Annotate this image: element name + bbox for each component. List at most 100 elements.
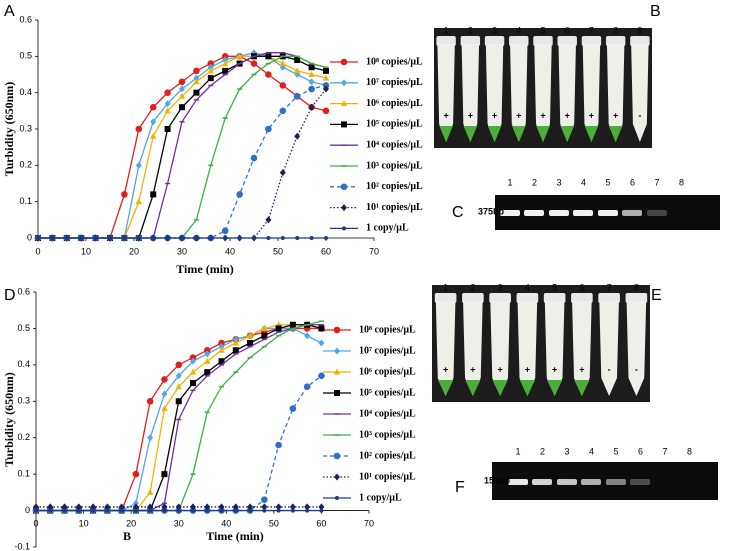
- marker: [148, 508, 153, 513]
- x-axis-label: Time (min): [206, 529, 263, 543]
- legend-marker: [340, 58, 348, 66]
- marker: [279, 60, 286, 67]
- marker: [149, 103, 157, 111]
- legend-label: 10⁶ copies/μL: [366, 98, 423, 109]
- tube-tip: [608, 126, 623, 142]
- marker: [308, 71, 315, 77]
- x-tick-label: 0: [35, 246, 40, 256]
- panel-label: C: [452, 204, 464, 221]
- tube: [510, 44, 528, 142]
- marker: [323, 67, 329, 74]
- tube: [544, 301, 565, 396]
- legend-marker: [333, 452, 341, 460]
- legend-marker: [335, 496, 339, 500]
- marker: [218, 346, 225, 353]
- lane-number: 6: [565, 25, 570, 35]
- lane-number: 7: [654, 177, 659, 187]
- lane-number: 3: [564, 446, 569, 456]
- marker: [261, 496, 268, 503]
- marker: [164, 100, 171, 108]
- x-tick-label: 40: [221, 518, 231, 528]
- marker: [222, 56, 229, 64]
- tube: [599, 301, 619, 396]
- x-tick-label: 50: [273, 246, 283, 256]
- marker: [318, 339, 325, 347]
- tube: [490, 301, 510, 396]
- tube-sign: +: [579, 364, 584, 374]
- tube: [463, 301, 483, 396]
- x-tick-label: 10: [81, 246, 91, 256]
- y-tick-label: 0.3: [17, 396, 30, 406]
- marker: [189, 354, 197, 361]
- marker: [204, 350, 211, 358]
- gel: [492, 462, 718, 500]
- legend-label: 10¹ copies/μL: [359, 471, 416, 482]
- marker: [204, 503, 211, 511]
- legend-marker: [342, 226, 346, 231]
- legend-label: 10² copies/μL: [366, 181, 423, 192]
- lane-number: 2: [540, 446, 545, 456]
- marker: [318, 372, 325, 380]
- marker: [236, 191, 243, 198]
- marker: [161, 503, 168, 511]
- marker: [189, 357, 196, 365]
- marker: [252, 236, 256, 240]
- y-tick-label: 0.6: [19, 14, 32, 24]
- y-tick-label: 0.5: [19, 51, 32, 61]
- marker: [247, 340, 254, 346]
- x-tick-label: 40: [225, 246, 235, 256]
- marker: [175, 503, 182, 511]
- tube-sign: -: [635, 364, 638, 374]
- marker: [319, 508, 324, 513]
- marker: [207, 75, 214, 82]
- marker: [135, 125, 143, 133]
- size-label: 156bp: [484, 475, 511, 485]
- tube-tip: [536, 126, 550, 142]
- marker: [265, 216, 272, 224]
- lane-number: 5: [605, 177, 610, 187]
- marker: [265, 125, 272, 133]
- marker: [322, 82, 330, 89]
- x-tick-label: 60: [321, 246, 331, 256]
- y-tick-label: 0.5: [17, 323, 30, 333]
- tube-sign: +: [552, 364, 557, 374]
- legend-label: 10⁸ copies/μL: [366, 56, 423, 67]
- marker: [219, 508, 224, 513]
- marker: [133, 508, 138, 513]
- tube-cap: [460, 36, 481, 46]
- lane-number: 6: [630, 177, 635, 187]
- marker: [323, 85, 329, 93]
- marker: [62, 508, 67, 513]
- marker: [79, 236, 84, 240]
- tube-tip: [437, 380, 454, 396]
- tube-sign: +: [540, 110, 545, 120]
- tube-sign: -: [608, 364, 611, 374]
- lane-number: 2: [532, 177, 537, 187]
- tube: [606, 44, 625, 142]
- marker: [61, 503, 68, 511]
- marker: [218, 339, 225, 347]
- marker: [324, 236, 328, 240]
- marker: [293, 93, 301, 100]
- marker: [150, 118, 157, 126]
- lane-number: 5: [552, 282, 557, 292]
- tube-cap: [571, 293, 593, 303]
- tube: [582, 44, 601, 142]
- marker: [232, 335, 239, 343]
- tube-cap: [605, 36, 626, 46]
- legend-marker: [341, 204, 347, 212]
- tube: [558, 44, 576, 142]
- marker: [203, 346, 211, 354]
- x-tick-label: 50: [269, 518, 279, 528]
- marker: [164, 126, 171, 132]
- marker: [247, 503, 254, 511]
- panel-label: F: [455, 479, 465, 496]
- panel-label: E: [651, 287, 662, 304]
- legend-marker: [340, 183, 348, 191]
- tube: [435, 301, 456, 396]
- tube-tip: [560, 126, 575, 142]
- marker: [207, 67, 214, 74]
- tube-tip: [584, 126, 599, 142]
- marker: [218, 358, 225, 365]
